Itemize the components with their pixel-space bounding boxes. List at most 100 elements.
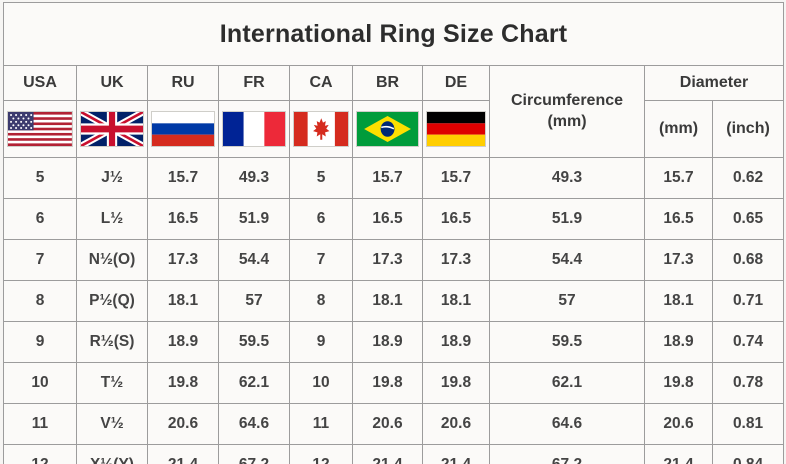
table-cell: 15.7: [422, 157, 490, 199]
table-cell: 67.2: [489, 444, 645, 464]
table-cell: 10: [3, 362, 77, 404]
table-cell: 49.3: [489, 157, 645, 199]
table-cell: 0.84: [711, 444, 785, 464]
table-cell: 67.2: [218, 444, 290, 464]
table-cell: 0.78: [711, 362, 785, 404]
table-cell: 18.1: [644, 280, 713, 322]
table-cell: 15.7: [147, 157, 219, 199]
table-cell: 7: [289, 239, 353, 281]
column-header-ru: RU: [147, 65, 219, 101]
table-cell: 12: [3, 444, 77, 464]
table-cell: 19.8: [422, 362, 490, 404]
table-cell: 0.81: [711, 403, 785, 445]
russia-flag-icon: [150, 111, 216, 147]
france-flag-icon: [221, 111, 287, 147]
table-cell: 17.3: [352, 239, 423, 281]
table-cell: 11: [289, 403, 353, 445]
table-cell: 51.9: [489, 198, 645, 240]
table-cell: 54.4: [218, 239, 290, 281]
table-cell: 20.6: [147, 403, 219, 445]
table-cell: 12: [289, 444, 353, 464]
flag-cell: [218, 100, 290, 158]
circumference-label: Circumference: [510, 91, 624, 109]
flag-cell: [352, 100, 423, 158]
table-cell: 20.6: [352, 403, 423, 445]
table-row: 5 J½ 15.7 49.3 5 15.7 15.7 49.3 15.7 0.6…: [3, 157, 785, 199]
flag-cell: [422, 100, 490, 158]
column-header-fr: FR: [218, 65, 290, 101]
table-cell: 19.8: [644, 362, 713, 404]
table-row: 11 V½ 20.6 64.6 11 20.6 20.6 64.6 20.6 0…: [3, 403, 785, 445]
chart-title: International Ring Size Chart: [2, 2, 785, 66]
table-cell: 0.68: [711, 239, 785, 281]
table-cell: 17.3: [644, 239, 713, 281]
table-cell: 64.6: [489, 403, 645, 445]
table-cell: T½: [76, 362, 148, 404]
table-cell: 0.65: [711, 198, 785, 240]
column-header-circumference: Circumference (mm): [489, 65, 645, 158]
table-cell: 17.3: [147, 239, 219, 281]
table-cell: 18.1: [422, 280, 490, 322]
table-cell: 21.4: [147, 444, 219, 464]
column-header-diameter: Diameter: [643, 65, 785, 101]
column-header-ca: CA: [289, 65, 353, 101]
flag-cell: [289, 100, 353, 158]
table-cell: 59.5: [489, 321, 645, 363]
canada-flag-icon: [292, 111, 350, 147]
table-cell: 18.9: [147, 321, 219, 363]
table-row: 10 T½ 19.8 62.1 10 19.8 19.8 62.1 19.8 0…: [3, 362, 785, 404]
table-cell: 9: [3, 321, 77, 363]
table-cell: 64.6: [218, 403, 290, 445]
column-header-de: DE: [422, 65, 490, 101]
germany-flag-icon: [425, 111, 487, 147]
table-cell: 18.1: [147, 280, 219, 322]
column-header-br: BR: [352, 65, 423, 101]
table-cell: 18.9: [352, 321, 423, 363]
column-header-uk: UK: [76, 65, 148, 101]
header-row: USA UK RU FR CA BR DE Circumference (mm)…: [3, 65, 785, 158]
table-cell: 18.9: [422, 321, 490, 363]
table-cell: 51.9: [218, 198, 290, 240]
flag-row: (mm) (inch): [3, 100, 785, 158]
table-cell: 17.3: [422, 239, 490, 281]
table-cell: 15.7: [352, 157, 423, 199]
table-cell: 21.4: [352, 444, 423, 464]
table-cell: 0.74: [711, 321, 785, 363]
table-cell: 59.5: [218, 321, 290, 363]
table-row: 8 P½(Q) 18.1 57 8 18.1 18.1 57 18.1 0.71: [3, 280, 785, 322]
table-cell: 57: [218, 280, 290, 322]
table-cell: 16.5: [422, 198, 490, 240]
table-cell: P½(Q): [76, 280, 148, 322]
flag-cell: [3, 100, 77, 158]
table-cell: X½(Y): [76, 444, 148, 464]
table-cell: 0.62: [711, 157, 785, 199]
table-cell: 54.4: [489, 239, 645, 281]
table-cell: 21.4: [422, 444, 490, 464]
diameter-mm-header: (mm): [644, 100, 713, 158]
uk-flag-icon: [79, 111, 145, 147]
table-cell: 16.5: [644, 198, 713, 240]
table-cell: 5: [289, 157, 353, 199]
table-cell: 6: [289, 198, 353, 240]
table-cell: L½: [76, 198, 148, 240]
table-cell: 8: [3, 280, 77, 322]
usa-flag-icon: [7, 111, 73, 147]
table-cell: 19.8: [352, 362, 423, 404]
table-row: 9 R½(S) 18.9 59.5 9 18.9 18.9 59.5 18.9 …: [3, 321, 785, 363]
table-cell: J½: [76, 157, 148, 199]
flag-cell: [147, 100, 219, 158]
table-cell: 18.1: [352, 280, 423, 322]
column-header-usa: USA: [3, 65, 77, 101]
table-cell: 19.8: [147, 362, 219, 404]
title-row: International Ring Size Chart: [2, 2, 785, 66]
table-cell: 9: [289, 321, 353, 363]
circumference-unit: (mm): [547, 112, 587, 130]
table-cell: N½(O): [76, 239, 148, 281]
table-cell: 5: [3, 157, 77, 199]
table-cell: 11: [3, 403, 77, 445]
table-cell: 16.5: [352, 198, 423, 240]
table-cell: 62.1: [489, 362, 645, 404]
table-row: 12 X½(Y) 21.4 67.2 12 21.4 21.4 67.2 21.…: [3, 444, 785, 464]
